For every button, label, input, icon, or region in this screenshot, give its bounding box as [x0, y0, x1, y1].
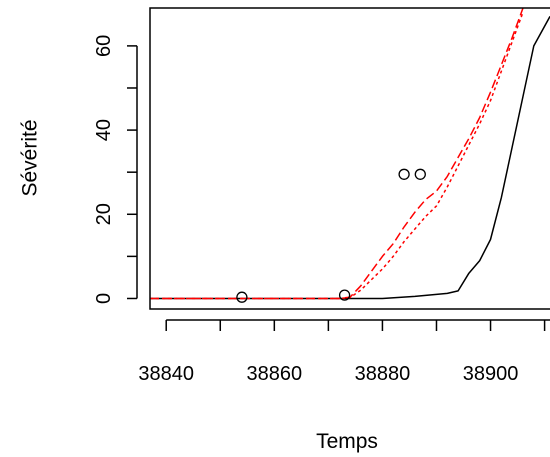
series-line-3: [150, 11, 524, 300]
y-tick-label: 20: [93, 203, 115, 225]
x-axis: 38840 38860 38880 38900: [138, 319, 550, 385]
data-point: [236, 291, 248, 303]
x-tick-label: 38860: [247, 363, 303, 385]
y-axis: 0 20 40 60: [93, 35, 138, 304]
series-layer: [150, 8, 550, 300]
data-point: [414, 168, 426, 180]
x-tick-label: 38840: [138, 363, 194, 385]
x-tick-label: 38900: [463, 363, 519, 385]
series-line-1: [150, 16, 550, 300]
y-tick-label: 40: [93, 119, 115, 141]
y-tick-label: 0: [93, 293, 115, 304]
x-tick-label: 38880: [355, 363, 411, 385]
y-axis-title: Sévérité: [19, 119, 42, 196]
points-layer: [236, 168, 426, 303]
data-point: [398, 168, 410, 180]
series-line-2: [150, 8, 524, 300]
y-tick-label: 60: [93, 35, 115, 57]
plot-frame: [149, 7, 550, 310]
data-point: [338, 289, 351, 301]
x-axis-title: Temps: [316, 430, 378, 453]
